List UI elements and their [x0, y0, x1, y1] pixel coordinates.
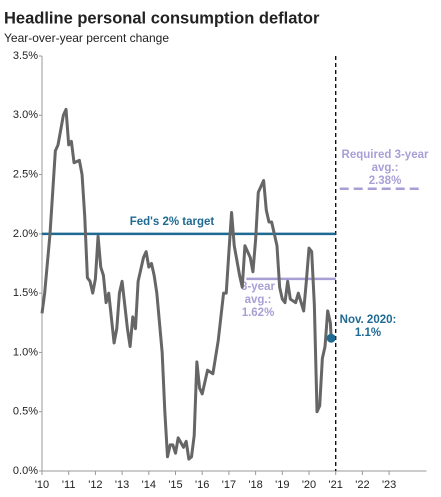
y-tick-label: 2.0% — [13, 228, 38, 240]
y-tick-label: 1.5% — [13, 287, 38, 299]
y-tick-label: 0.0% — [13, 465, 38, 477]
x-tick-label: '18 — [248, 479, 262, 491]
x-tick-label: '13 — [115, 479, 129, 491]
x-tick-label: '12 — [88, 479, 102, 491]
x-tick-label: '14 — [142, 479, 156, 491]
y-tick-label: 1.0% — [13, 346, 38, 358]
y-tick-label: 0.5% — [13, 406, 38, 418]
reference-label: 3-year — [241, 281, 275, 293]
x-tick-label: '20 — [302, 479, 316, 491]
reference-label: avg.: — [372, 162, 399, 174]
reference-label: Required 3-year — [342, 149, 429, 161]
reference-label: avg.: — [245, 294, 272, 306]
chart-subtitle: Year-over-year percent change — [4, 31, 169, 45]
x-tick-label: '17 — [222, 479, 236, 491]
x-tick-label: '21 — [329, 479, 343, 491]
x-tick-label: '16 — [195, 479, 209, 491]
endpoint-dot — [326, 333, 336, 343]
x-tick-label: '22 — [355, 479, 369, 491]
series-line — [40, 107, 333, 461]
y-tick-label: 2.5% — [13, 168, 38, 180]
chart-title: Headline personal consumption deflator — [4, 9, 320, 27]
y-tick-label: 3.5% — [13, 50, 38, 62]
x-tick-label: '19 — [275, 479, 289, 491]
x-tick-label: '11 — [62, 479, 76, 491]
endpoint-label: Nov. 2020: — [340, 314, 397, 326]
x-tick-label: '15 — [168, 479, 182, 491]
reference-label: Fed's 2% target — [130, 216, 215, 228]
endpoint-label: 1.1% — [355, 327, 381, 339]
x-tick-label: '23 — [382, 479, 396, 491]
x-tick-label: '10 — [35, 479, 49, 491]
reference-label: 1.62% — [242, 307, 275, 319]
reference-label: 2.38% — [369, 175, 402, 187]
y-tick-label: 3.0% — [13, 109, 38, 121]
